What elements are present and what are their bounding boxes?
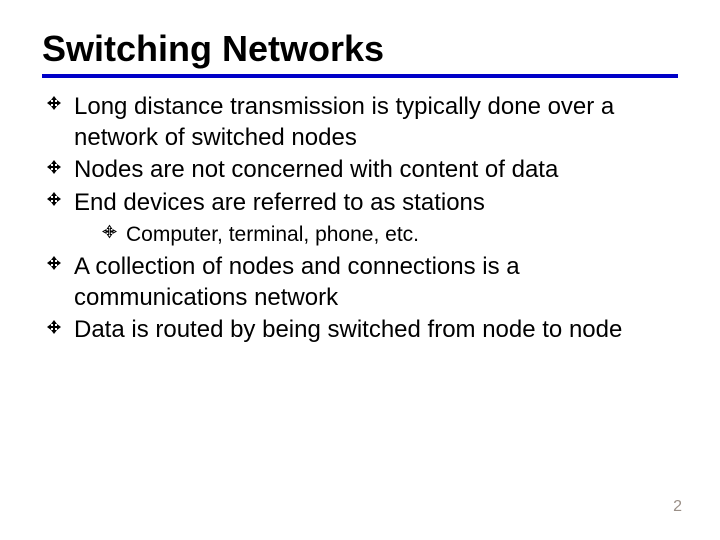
four-arrow-bullet-icon bbox=[46, 255, 62, 271]
bullet-item: Nodes are not concerned with content of … bbox=[46, 155, 678, 186]
four-arrow-outline-bullet-icon bbox=[102, 224, 117, 239]
page-number: 2 bbox=[673, 498, 682, 516]
slide: Switching Networks Long distance transmi… bbox=[0, 0, 720, 540]
four-arrow-bullet-icon bbox=[46, 191, 62, 207]
bullet-text: A collection of nodes and connections is… bbox=[74, 253, 520, 311]
sub-bullet-text: Computer, terminal, phone, etc. bbox=[126, 223, 419, 246]
four-arrow-bullet-icon bbox=[46, 159, 62, 175]
sub-bullet-list: Computer, terminal, phone, etc. bbox=[74, 221, 678, 248]
slide-title: Switching Networks bbox=[42, 30, 678, 68]
bullet-item: Data is routed by being switched from no… bbox=[46, 315, 678, 346]
bullet-item: Long distance transmission is typically … bbox=[46, 92, 678, 153]
bullet-text: End devices are referred to as stations bbox=[74, 189, 485, 216]
bullet-list: Long distance transmission is typically … bbox=[42, 92, 678, 346]
four-arrow-bullet-icon bbox=[46, 319, 62, 335]
bullet-text: Nodes are not concerned with content of … bbox=[74, 156, 558, 183]
sub-bullet-item: Computer, terminal, phone, etc. bbox=[102, 221, 678, 248]
bullet-item: End devices are referred to as stations … bbox=[46, 188, 678, 248]
bullet-item: A collection of nodes and connections is… bbox=[46, 252, 678, 313]
bullet-text: Data is routed by being switched from no… bbox=[74, 316, 622, 343]
four-arrow-bullet-icon bbox=[46, 95, 62, 111]
title-underline bbox=[42, 74, 678, 78]
bullet-text: Long distance transmission is typically … bbox=[74, 93, 614, 151]
